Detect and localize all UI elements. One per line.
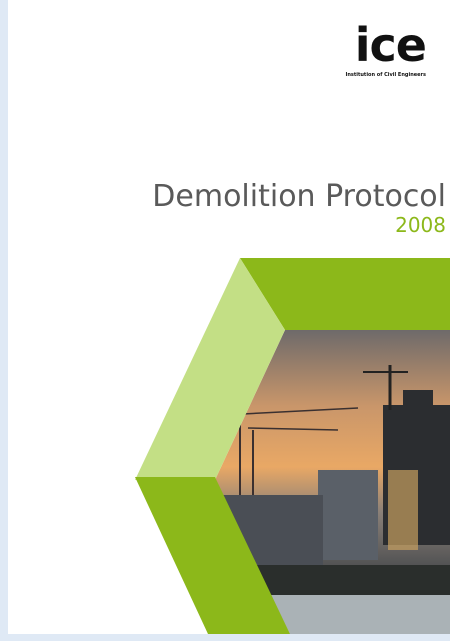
document-title: Demolition Protocol — [152, 180, 446, 214]
document-year: 2008 — [395, 214, 446, 236]
logo-mark: ice — [355, 22, 426, 68]
page-body: ice Institution of Civil Engineers Demol… — [0, 0, 450, 641]
cover-page: ice Institution of Civil Engineers Demol… — [8, 0, 450, 634]
cover-graphic — [8, 0, 450, 634]
logo-org: Institution of Civil Engineers — [345, 72, 426, 78]
